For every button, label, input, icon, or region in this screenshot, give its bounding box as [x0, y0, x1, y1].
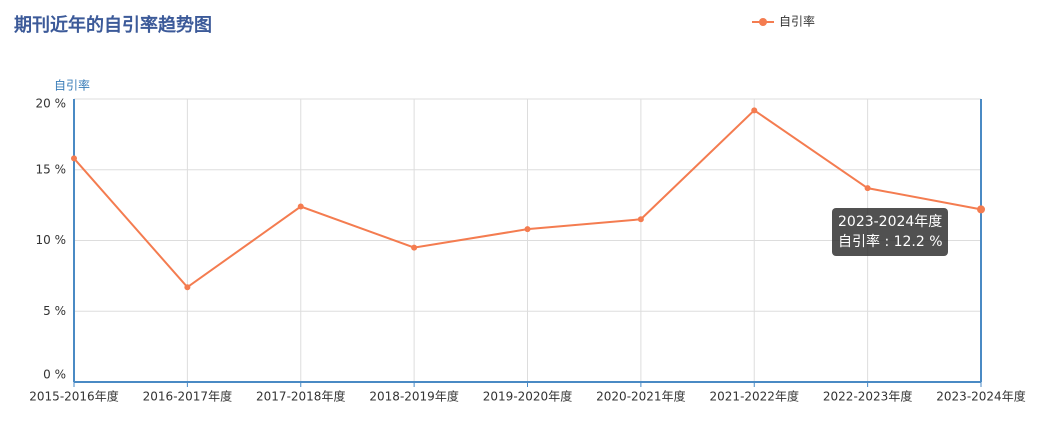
x-tick-label: 2018-2019年度 — [369, 389, 458, 404]
data-point — [751, 107, 758, 114]
y-tick-label: 10 % — [36, 233, 67, 247]
data-point — [184, 284, 191, 291]
data-point — [411, 244, 418, 251]
data-point — [637, 216, 644, 223]
data-point — [524, 226, 531, 233]
x-tick-label: 2016-2017年度 — [143, 389, 232, 404]
x-tick-label: 2017-2018年度 — [256, 389, 345, 404]
y-tick-label: 5 % — [43, 304, 66, 318]
x-tick-label: 2022-2023年度 — [823, 389, 912, 404]
tooltip-title: 2023-2024年度 — [838, 214, 942, 230]
x-tick-label: 2021-2022年度 — [710, 389, 799, 404]
x-tick-label: 2023-2024年度 — [936, 389, 1025, 404]
y-tick-label: 20 % — [36, 97, 67, 111]
data-point — [297, 203, 304, 210]
data-point — [71, 155, 77, 162]
x-tick-label: 2019-2020年度 — [483, 389, 572, 404]
tooltip-label: 自引率 : 12.2 % — [838, 233, 943, 250]
data-point — [977, 205, 985, 214]
data-point — [864, 185, 871, 192]
legend-label: 自引率 — [779, 14, 815, 29]
x-tick-label: 2015-2016年度 — [29, 389, 118, 404]
x-tick-label: 2020-2021年度 — [596, 389, 685, 404]
y-tick-label: 0 % — [43, 368, 66, 382]
y-tick-label: 15 % — [36, 162, 67, 176]
chart-title: 期刊近年的自引率趋势图 — [14, 14, 212, 36]
legend-marker — [759, 18, 767, 26]
tooltip-box — [832, 208, 948, 256]
y-axis-label: 自引率 — [54, 78, 90, 93]
